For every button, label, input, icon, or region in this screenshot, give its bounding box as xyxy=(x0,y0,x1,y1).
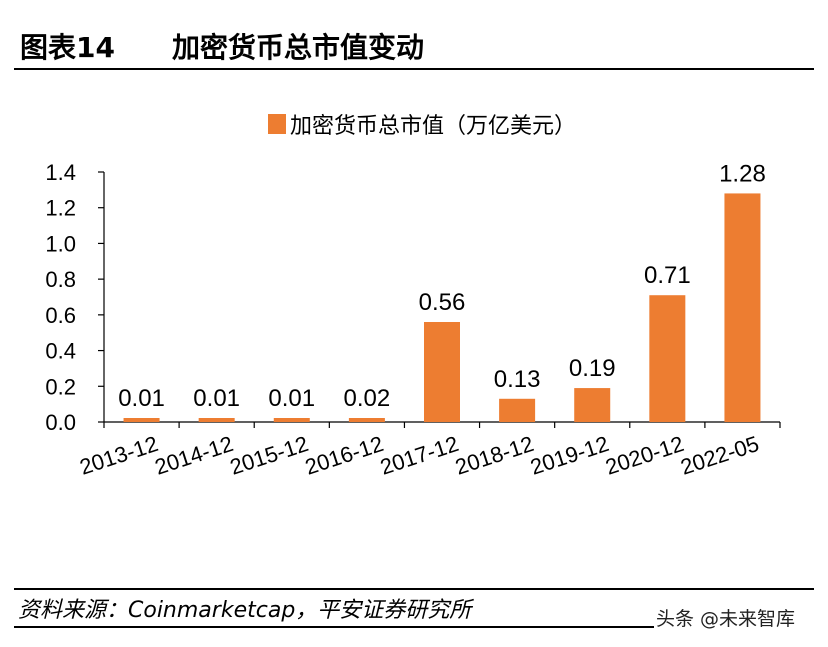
legend-label: 加密货币总市值（万亿美元） xyxy=(290,114,577,139)
figure-header: 图表14 加密货币总市值变动 xyxy=(14,22,814,70)
x-tick-label: 2016-12 xyxy=(302,431,387,480)
y-tick-label: 1.0 xyxy=(45,231,76,256)
source-divider xyxy=(14,588,814,590)
y-tick-label: 0.0 xyxy=(45,410,76,435)
x-tick-label: 2014-12 xyxy=(152,431,237,480)
y-tick-label: 0.2 xyxy=(45,374,76,399)
bar xyxy=(649,295,686,422)
data-label: 0.13 xyxy=(494,366,541,393)
bar xyxy=(574,388,611,422)
y-tick-label: 0.4 xyxy=(45,339,76,364)
y-tick-label: 1.4 xyxy=(45,160,76,185)
data-label: 0.01 xyxy=(193,385,240,412)
data-label: 0.02 xyxy=(344,385,391,412)
x-tick-label: 2018-12 xyxy=(452,431,537,480)
data-label: 0.01 xyxy=(118,385,165,412)
source-note: 资料来源：Coinmarketcap，平安证券研究所 xyxy=(18,598,472,623)
data-label: 0.71 xyxy=(644,262,691,289)
x-tick-label: 2013-12 xyxy=(77,431,162,480)
bar xyxy=(499,398,536,422)
y-tick-label: 0.6 xyxy=(45,303,76,328)
y-tick-label: 0.8 xyxy=(45,267,76,292)
figure-number: 图表14 xyxy=(20,31,115,64)
bar xyxy=(123,418,160,422)
chart-legend: 加密货币总市值（万亿美元） xyxy=(268,108,576,140)
y-tick-label: 1.2 xyxy=(45,196,76,221)
bar xyxy=(724,193,761,422)
bar xyxy=(424,322,460,422)
figure-title: 加密货币总市值变动 xyxy=(172,31,425,64)
watermark: 头条 @未来智库 xyxy=(656,608,796,630)
bottom-divider xyxy=(14,626,654,628)
x-tick-label: 2022-05 xyxy=(677,431,762,480)
data-label: 0.01 xyxy=(268,385,315,412)
bar-chart: 0.0 0.2 0.4 0.6 0.8 1.0 1.2 1.4 0.01 2013-12 0.01 2… xyxy=(45,160,781,480)
data-label: 1.28 xyxy=(719,160,766,187)
bar xyxy=(273,418,310,422)
legend-swatch xyxy=(268,114,286,134)
x-tick-label: 2017-12 xyxy=(377,431,462,480)
x-tick-label: 2020-12 xyxy=(602,431,687,480)
data-label: 0.56 xyxy=(419,289,466,316)
data-label: 0.19 xyxy=(569,355,616,382)
bar xyxy=(348,418,385,422)
x-tick-label: 2015-12 xyxy=(227,431,312,480)
x-tick-label: 2019-12 xyxy=(527,431,612,480)
bar xyxy=(198,418,235,422)
